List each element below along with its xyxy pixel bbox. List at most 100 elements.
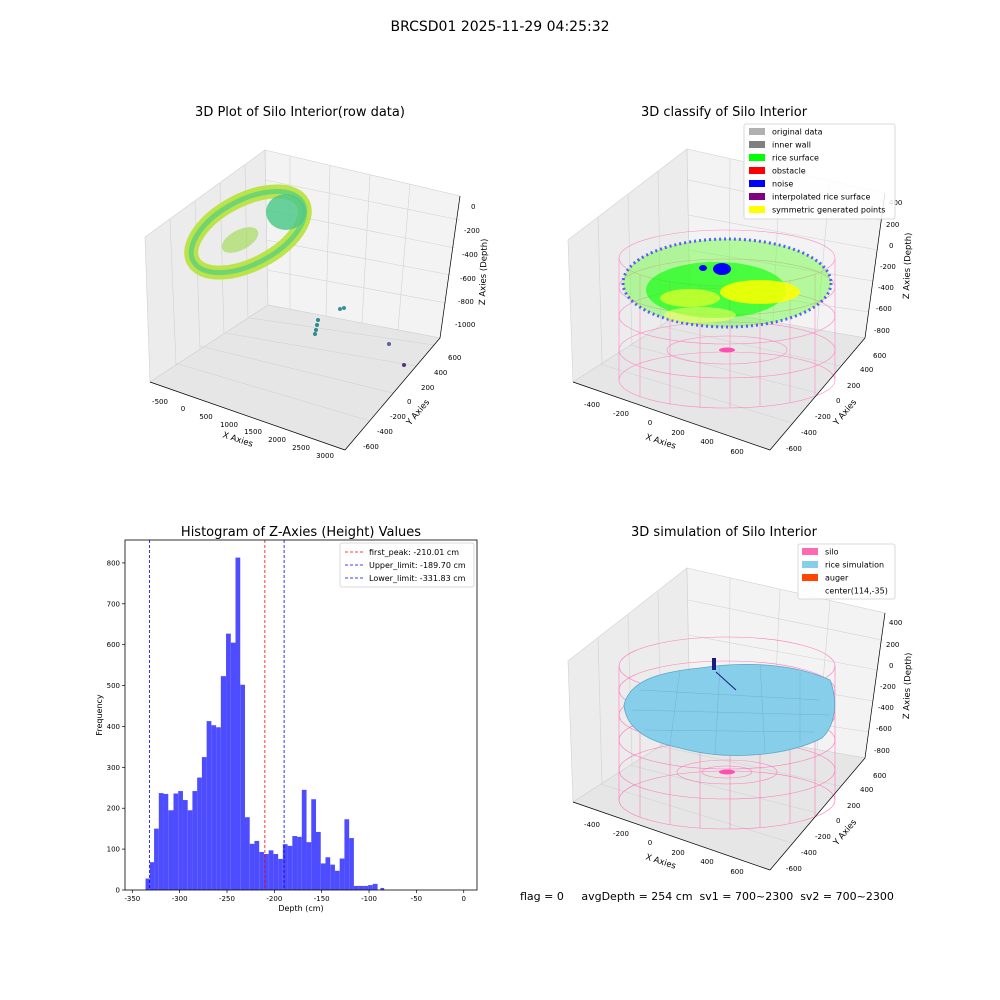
histogram-x-tick-label: 0 [462,895,466,903]
simulation-legend-swatch [802,561,818,568]
histogram-legend: first_peak: -210.01 cm Upper_limit: -189.… [339,542,475,588]
histogram-bar [320,863,326,890]
histogram-bar [334,870,340,890]
raw-y-tick: 200 [421,384,434,392]
raw-y-axis [344,337,441,451]
classify-legend-swatch [749,128,765,135]
histogram-bar [344,819,350,890]
simulation-legend-label: auger [825,574,849,583]
classify-y-tick: 400 [860,366,873,374]
classify-x-axis [572,381,771,451]
raw-z-tick: -800 [458,298,474,306]
classify-plot-title: 3D classify of Silo Interior [641,105,808,120]
histogram-bar [201,757,207,890]
simulation-z-tick: -400 [878,704,894,712]
histogram-y-label: Frequency [95,694,104,736]
histogram-bar [311,799,317,890]
simulation-legend-label: rice simulation [825,561,884,570]
histogram-bar [216,727,221,890]
panel-simulation-3d: 3D simulation of Silo Interior [520,525,914,903]
classify-legend-label: inner wall [772,141,811,150]
raw-y-tick: 400 [434,369,447,377]
histogram-bar [240,684,245,890]
histogram-x-tick-label: -200 [266,895,282,903]
classify-z-tick: 200 [886,221,899,229]
histogram-legend-label: first_peak: -210.01 cm [369,548,459,557]
classify-z-tick: -600 [876,305,892,313]
histogram-y-tick-label: 0 [116,887,120,895]
classify-legend-label: rice surface [772,154,819,163]
raw-x-tick: 500 [199,413,212,421]
histogram-legend-box [339,542,475,588]
histogram-bar [182,800,188,890]
classify-y-axis [769,337,866,451]
histogram-bar [292,836,298,890]
histogram-y-tick-label: 100 [107,846,120,854]
histogram-bar [192,791,198,890]
simulation-x-ticks: -400 -200 0 200 400 600 [584,821,744,876]
histogram-bar [226,633,231,890]
raw-y-tick: -200 [390,413,406,421]
raw-z-tick: -200 [464,227,480,235]
classify-point-cloud [621,237,833,353]
histogram-bars [145,557,385,890]
histogram-bar [254,840,260,890]
simulation-z-tick: -200 [880,683,896,691]
simulation-x-tick: 200 [671,849,684,857]
histogram-bar [325,857,331,890]
histogram-x-tick-label: -50 [411,895,422,903]
histogram-bar [282,844,288,890]
classify-z-tick: -200 [880,263,896,271]
histogram-bar [363,885,369,890]
histogram-bar [273,854,279,890]
histogram-bar [173,793,179,890]
histogram-bar [372,883,378,890]
raw-y-tick: -600 [363,443,379,451]
simulation-y-tick: 200 [847,802,860,810]
raw-y-tick: 600 [448,354,461,362]
classify-x-tick: -400 [584,401,600,409]
histogram-bar [145,878,150,890]
simulation-plot-title: 3D simulation of Silo Interior [631,525,818,540]
classify-legend-swatch [749,167,765,174]
histogram-bar [249,843,255,890]
simulation-z-label: Z Axies (Depth) [902,652,914,719]
histogram-bar [358,885,364,890]
raw-y-ticks: 600 400 200 0 -200 -400 -600 [363,354,461,451]
classify-z-tick: -400 [878,284,894,292]
raw-z-tick: -600 [460,275,476,283]
histogram-bar [349,838,354,890]
simulation-z-axis [864,612,886,759]
classify-legend-swatch [749,206,765,213]
simulation-legend: silo rice simulation auger center(114,-35) [797,543,896,600]
histogram-bar [206,721,212,890]
classify-silo-wireframe [618,229,836,409]
classify-z-label: Z Axies (Depth) [902,232,914,299]
simulation-z-tick: 400 [889,619,902,627]
simulation-y-tick: -600 [786,865,802,873]
histogram-bar [235,557,241,890]
histogram-x-tick-label: -150 [314,895,330,903]
simulation-legend-box [797,543,896,600]
histogram-y-ticks: 0 100 200 300 400 500 600 700 800 [107,559,125,895]
simulation-y-tick: -400 [801,849,817,857]
histogram-y-tick-label: 300 [107,764,120,772]
simulation-y-tick: -200 [815,833,831,841]
histogram-y-tick-label: 800 [107,559,120,567]
histogram-bar [149,862,155,890]
histogram-bar [163,793,169,890]
simulation-y-tick: 0 [836,817,840,825]
classify-y-tick: -400 [801,429,817,437]
histogram-bar [244,817,250,890]
histogram-bar [158,793,164,890]
simulation-x-tick: 400 [700,858,713,866]
simulation-z-tick: 0 [889,662,893,670]
histogram-bar [287,845,293,890]
simulation-y-axis [769,757,866,871]
raw-x-tick: 1500 [244,428,262,436]
simulation-y-tick: 600 [873,772,886,780]
raw-z-axis [439,195,461,339]
histogram-y-tick-label: 600 [107,641,120,649]
histogram-bar [263,854,269,890]
